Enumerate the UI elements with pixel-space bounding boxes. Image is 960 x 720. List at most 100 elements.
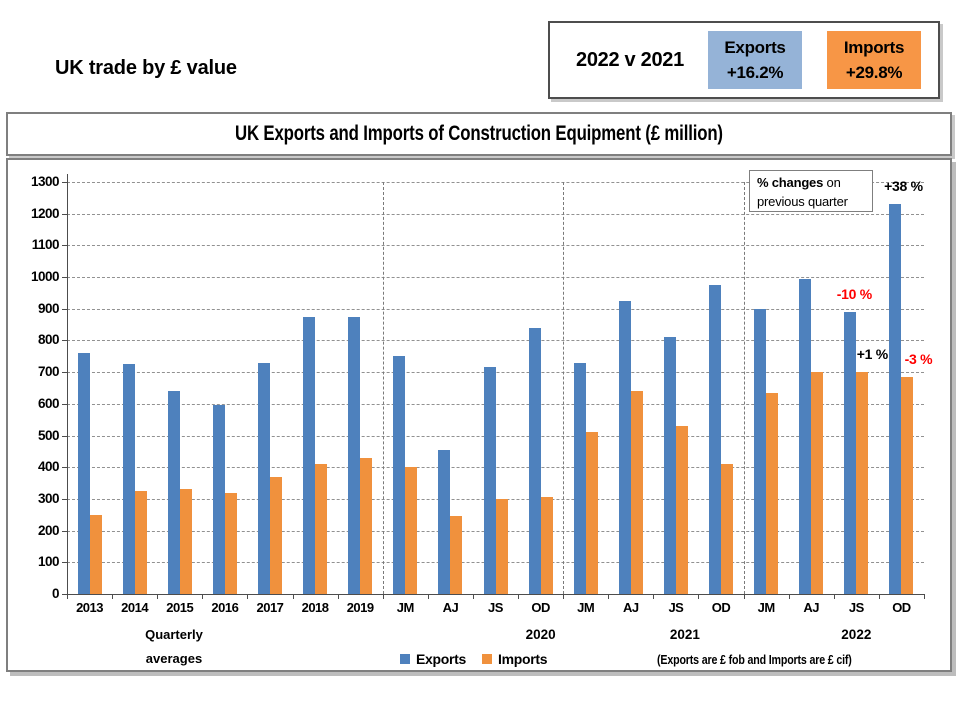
bar-imports-7 [405, 467, 418, 594]
bar-imports-18 [901, 376, 914, 594]
chart-title: UK Exports and Imports of Construction E… [235, 122, 723, 145]
bar-imports-13 [675, 426, 688, 594]
y-tick [62, 530, 67, 532]
pct-change-label: -3 % [904, 350, 933, 367]
footnote: (Exports are £ fob and Imports are £ cif… [657, 652, 894, 668]
x-axis-label-12: AJ [622, 600, 639, 615]
y-axis-label: 300 [37, 490, 60, 506]
bar-exports-0 [77, 353, 90, 594]
bar-exports-9 [483, 367, 496, 594]
page-title: UK trade by £ value [55, 57, 237, 79]
imports-change-badge: Imports +29.8% [827, 31, 921, 89]
x-axis-label-7: JM [396, 600, 415, 615]
year-label-2020: 2020 [525, 627, 556, 642]
bar-exports-14 [709, 285, 722, 594]
bar-exports-3 [212, 405, 225, 594]
y-axis-label: 100 [37, 554, 60, 570]
x-axis-label-10: OD [531, 600, 550, 615]
x-axis-label-1: 2014 [121, 600, 149, 615]
y-axis-label: 0 [51, 586, 60, 601]
y-axis-label: 900 [37, 300, 60, 316]
gridline-700 [67, 372, 924, 374]
bar-exports-1 [122, 364, 135, 594]
pct-change-label: -10 % [836, 285, 872, 302]
gridline-1300 [67, 182, 924, 183]
bar-exports-8 [438, 449, 451, 594]
y-axis-label: 800 [37, 332, 60, 348]
y-axis-label: 1100 [31, 237, 60, 253]
y-tick [62, 245, 67, 247]
y-tick [62, 498, 67, 500]
y-axis-label: 700 [37, 364, 60, 380]
quarterly-note-line1: Quarterly [145, 627, 203, 642]
bar-exports-12 [618, 300, 631, 594]
bar-imports-2 [179, 489, 192, 594]
gridline-800 [67, 340, 924, 342]
comparison-label: 2022 v 2021 [576, 48, 684, 71]
imports-swatch-icon [482, 654, 493, 664]
x-axis-label-14: OD [711, 600, 731, 615]
callout-line1: % changes on [757, 173, 865, 192]
bar-imports-17 [856, 372, 869, 594]
pct-change-label: +38 % [884, 178, 923, 195]
bar-exports-16 [799, 278, 812, 594]
x-axis-label-13: JS [668, 600, 684, 615]
callout-bold-text: % changes [757, 175, 824, 190]
x-tick [653, 594, 655, 599]
gridline-400 [67, 467, 924, 469]
legend: Exports Imports [400, 651, 548, 667]
callout-rest-text: on [823, 175, 841, 190]
y-tick [62, 277, 67, 279]
x-tick [157, 594, 159, 599]
bar-imports-6 [360, 457, 373, 594]
x-tick [427, 594, 429, 599]
x-tick [924, 594, 925, 599]
y-axis-label: 1000 [30, 269, 60, 285]
bar-exports-6 [348, 316, 361, 594]
gridline-500 [67, 435, 924, 437]
x-tick [247, 594, 249, 599]
y-tick [62, 308, 67, 310]
year-group-separator [743, 182, 745, 594]
bar-exports-4 [257, 362, 270, 594]
x-axis-label-0: 2013 [76, 600, 103, 615]
y-axis-line [67, 174, 68, 594]
summary-box: 2022 v 2021 Exports +16.2% Imports +29.8… [548, 21, 940, 99]
bar-exports-15 [754, 308, 767, 594]
pct-change-label: +1 % [856, 346, 888, 363]
x-tick [788, 594, 790, 599]
chart-area: 0 100 200 300 400 500 600 700 800 900 1000 1100 1200… [6, 158, 952, 672]
bar-exports-2 [167, 391, 180, 594]
bar-exports-5 [303, 316, 316, 594]
y-axis-label: 600 [37, 395, 60, 411]
x-axis-label-2: 2015 [166, 600, 194, 615]
x-tick [382, 594, 384, 599]
bar-exports-10 [528, 327, 541, 594]
legend-item-imports: Imports [482, 651, 548, 667]
y-tick [62, 562, 67, 564]
gridline-1200 [67, 213, 924, 215]
x-tick [743, 594, 745, 599]
bar-imports-5 [315, 464, 328, 594]
y-axis-label: 400 [37, 459, 60, 475]
bar-imports-11 [585, 432, 598, 594]
legend-label-imports: Imports [498, 651, 548, 667]
gridline-900 [67, 308, 924, 310]
quarterly-averages-note: Quarterly averages [114, 623, 234, 671]
x-axis-line [67, 594, 924, 595]
bar-imports-10 [540, 497, 553, 594]
quarterly-note-line2: averages [145, 651, 203, 666]
x-axis-label-9: JS [488, 600, 503, 615]
bar-imports-8 [450, 516, 463, 594]
year-group-separator [563, 182, 565, 594]
callout-line2: previous quarter [757, 194, 848, 209]
gridline-1100 [67, 245, 924, 247]
y-tick [62, 594, 67, 595]
bar-exports-17 [844, 311, 857, 594]
bar-imports-0 [89, 514, 102, 594]
imports-badge-value: +29.8% [845, 63, 903, 82]
y-axis-label: 200 [37, 522, 60, 538]
y-tick [62, 435, 67, 437]
bar-imports-4 [269, 476, 282, 594]
bar-exports-18 [889, 204, 902, 594]
